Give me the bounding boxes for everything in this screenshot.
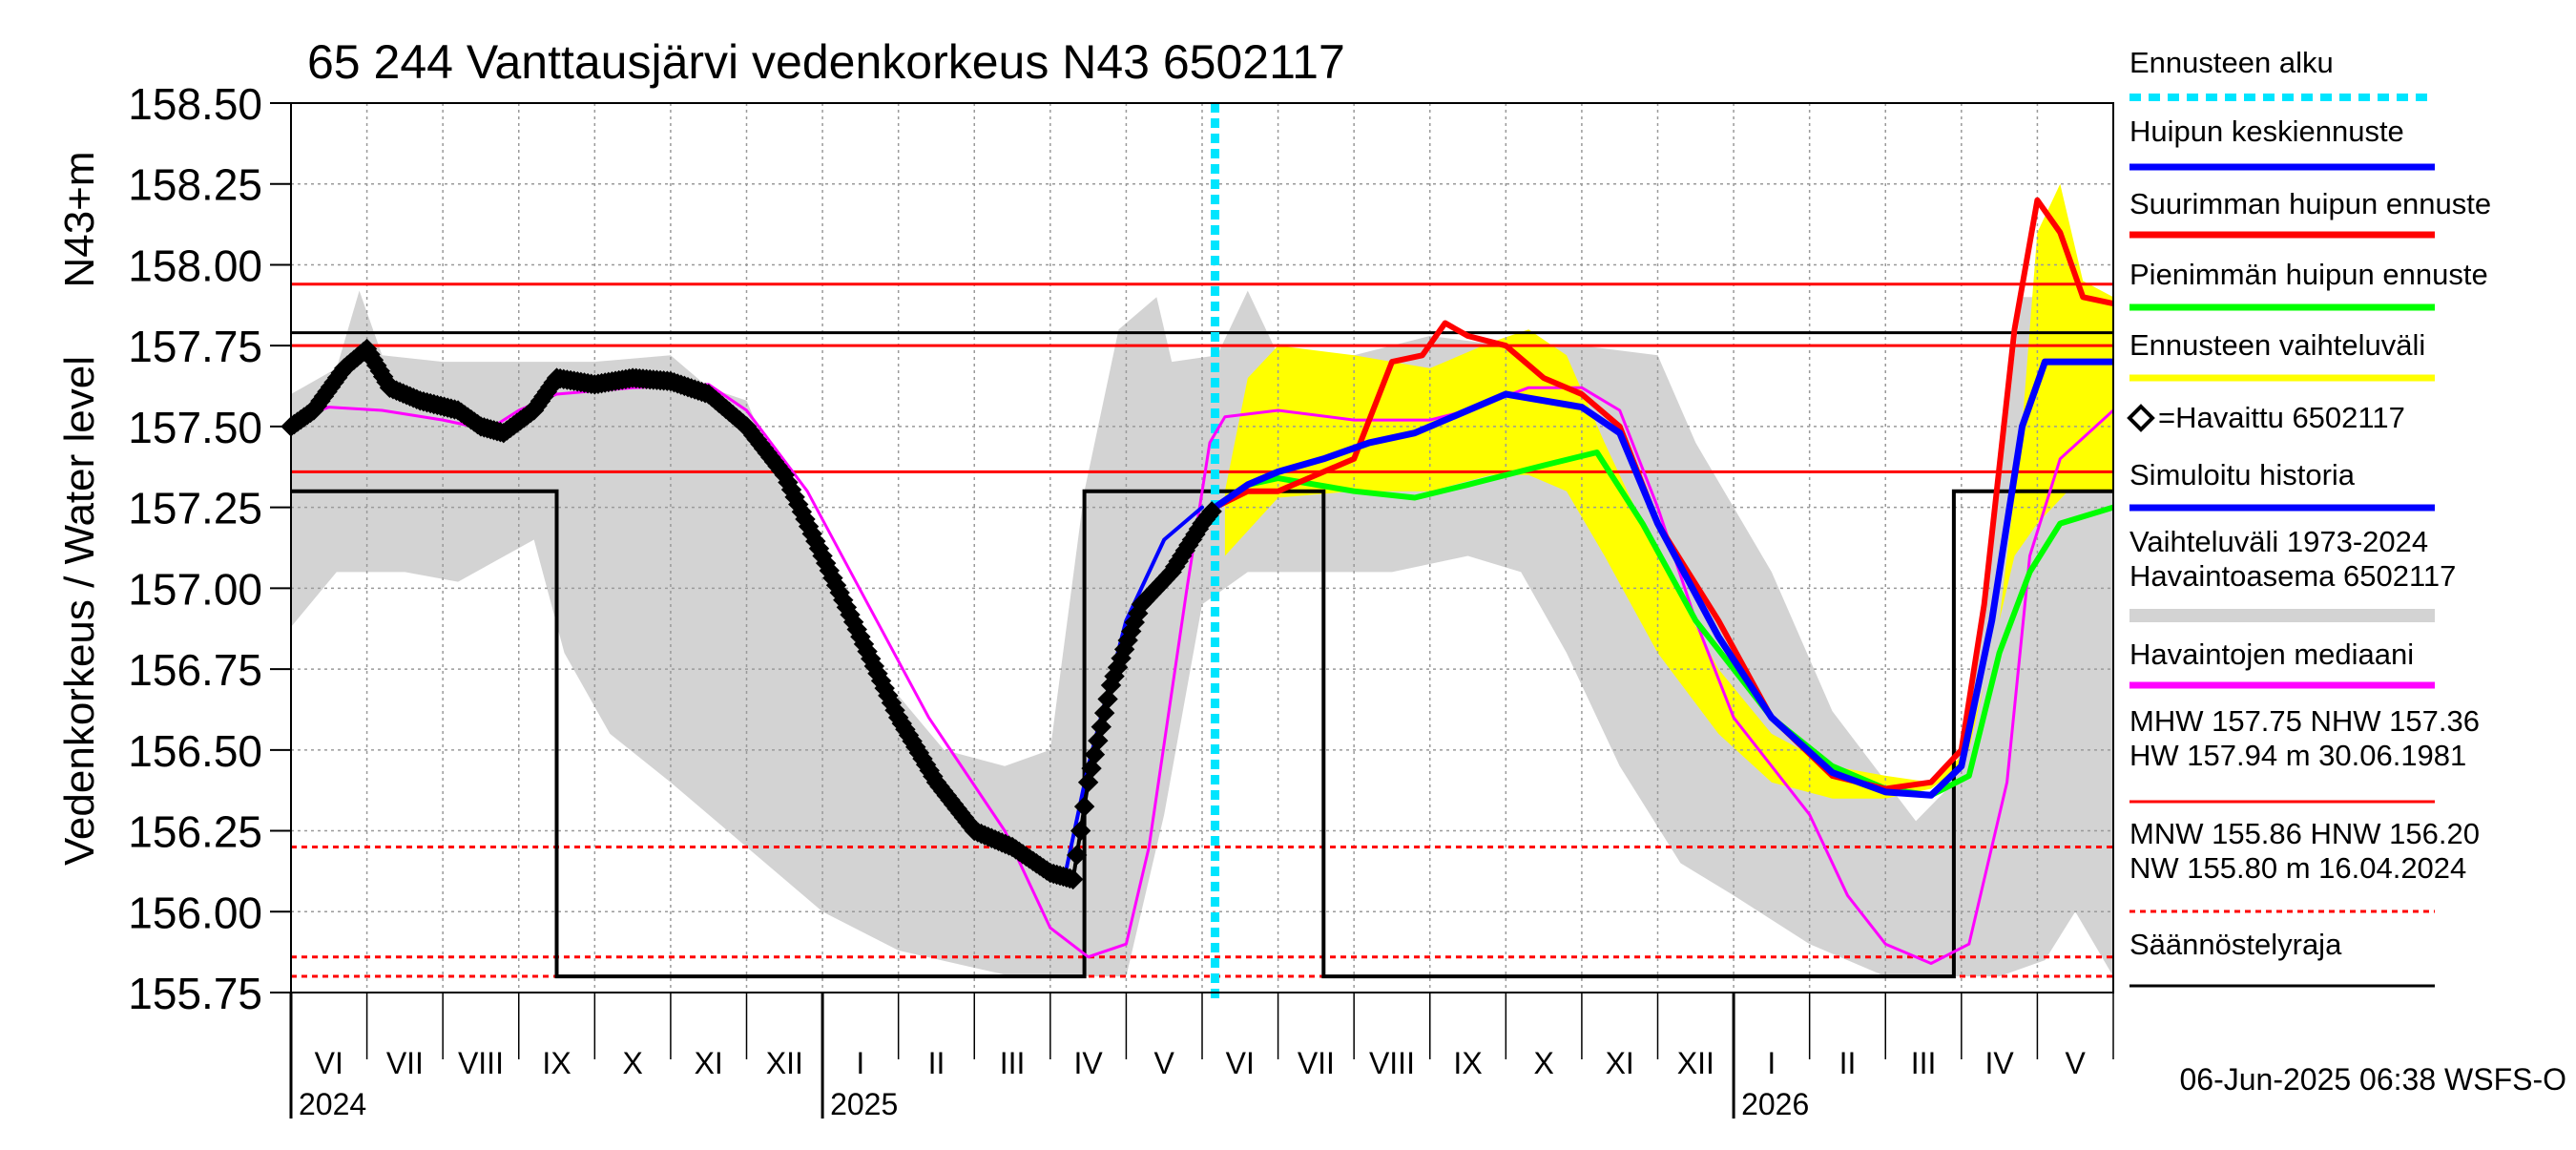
y-tick-label: 156.25 bbox=[128, 807, 262, 857]
observed-point-marker bbox=[1081, 758, 1102, 779]
legend-label-line2: NW 155.80 m 16.04.2024 bbox=[2129, 851, 2466, 885]
y-tick-label: 155.75 bbox=[128, 969, 262, 1018]
footer-timestamp: 06-Jun-2025 06:38 WSFS-O bbox=[2179, 1062, 2566, 1097]
legend-label: =Havaittu 6502117 bbox=[2158, 401, 2405, 434]
observed-point-marker bbox=[1097, 688, 1118, 710]
y-tick-label: 158.25 bbox=[128, 160, 262, 210]
y-tick-label: 158.50 bbox=[128, 79, 262, 129]
forecast-range-band bbox=[1224, 183, 2113, 799]
chart-title: 65 244 Vanttausjärvi vedenkorkeus N43 65… bbox=[307, 35, 1345, 89]
legend-marker-observed bbox=[2127, 404, 2155, 432]
observed-point-marker bbox=[1201, 501, 1222, 522]
x-month-label: V bbox=[1154, 1046, 1175, 1080]
legend-label: Huipun keskiennuste bbox=[2129, 115, 2404, 148]
legend-label: Pienimmän huipun ennuste bbox=[2129, 258, 2488, 291]
x-month-label: IX bbox=[542, 1046, 571, 1080]
x-month-label: VIII bbox=[458, 1046, 504, 1080]
x-month-label: XII bbox=[1677, 1046, 1714, 1080]
legend-label: Ennusteen vaihteluväli bbox=[2129, 328, 2425, 362]
observed-point-marker bbox=[1088, 730, 1109, 751]
observed-point-marker bbox=[1084, 743, 1106, 765]
observed-point-marker bbox=[1066, 845, 1088, 866]
x-month-label: XI bbox=[1606, 1046, 1634, 1080]
x-year-label: 2024 bbox=[299, 1087, 366, 1121]
observed-point-marker bbox=[1077, 772, 1099, 793]
y-tick-label: 157.50 bbox=[128, 403, 262, 452]
y-tick-label: 158.00 bbox=[128, 240, 262, 290]
x-month-label: III bbox=[1911, 1046, 1937, 1080]
x-month-label: VIII bbox=[1369, 1046, 1415, 1080]
x-year-label: 2025 bbox=[830, 1087, 898, 1121]
x-month-label: IV bbox=[1985, 1046, 2015, 1080]
legend-label-line2: HW 157.94 m 30.06.1981 bbox=[2129, 739, 2466, 772]
legend-label: Ennusteen alku bbox=[2129, 46, 2334, 79]
x-month-label: II bbox=[1839, 1046, 1857, 1080]
legend-label-line2: Havaintoasema 6502117 bbox=[2129, 559, 2456, 593]
legend-label: Vaihteluväli 1973-2024 bbox=[2129, 525, 2428, 558]
x-month-label: IV bbox=[1074, 1046, 1104, 1080]
legend-label: MHW 157.75 NHW 157.36 bbox=[2129, 704, 2480, 738]
y-tick-label: 156.00 bbox=[128, 888, 262, 937]
x-month-label: XII bbox=[766, 1046, 803, 1080]
y-axis-unit-label: N43+m bbox=[56, 151, 103, 287]
y-tick-label: 157.00 bbox=[128, 564, 262, 614]
x-month-label: VII bbox=[1298, 1046, 1335, 1080]
series-huipun-keskiennuste bbox=[1212, 358, 2113, 799]
observed-point-marker bbox=[1091, 716, 1111, 738]
x-month-label: X bbox=[622, 1046, 642, 1080]
y-tick-label: 157.75 bbox=[128, 322, 262, 371]
y-tick-label: 156.75 bbox=[128, 645, 262, 695]
x-month-label: VI bbox=[315, 1046, 343, 1080]
legend-label: Havaintojen mediaani bbox=[2129, 638, 2414, 671]
y-axis-label: Vedenkorkeus / Water level bbox=[56, 356, 103, 866]
observed-point-marker bbox=[1070, 820, 1091, 842]
legend-label: Simuloitu historia bbox=[2129, 458, 2356, 491]
x-month-label: XI bbox=[695, 1046, 723, 1080]
x-month-label: III bbox=[1000, 1046, 1026, 1080]
observed-point-marker bbox=[1073, 796, 1095, 817]
x-month-label: V bbox=[2066, 1046, 2087, 1080]
y-tick-label: 157.25 bbox=[128, 484, 262, 533]
observed-point-marker bbox=[1063, 868, 1084, 890]
x-month-label: II bbox=[928, 1046, 945, 1080]
regulation-limit-line bbox=[291, 489, 2113, 979]
x-year-label: 2026 bbox=[1741, 1087, 1809, 1121]
x-month-label: VI bbox=[1226, 1046, 1255, 1080]
series-pienimm-n-huipun-ennuste bbox=[1212, 450, 2113, 799]
x-month-label: I bbox=[1767, 1046, 1776, 1080]
legend-label: Säännöstelyraja bbox=[2129, 928, 2342, 961]
observed-point-marker bbox=[1093, 702, 1115, 723]
x-month-label: IX bbox=[1453, 1046, 1482, 1080]
x-month-label: X bbox=[1533, 1046, 1553, 1080]
x-month-label: VII bbox=[386, 1046, 424, 1080]
legend-label: MNW 155.86 HNW 156.20 bbox=[2129, 817, 2480, 850]
x-month-label: I bbox=[856, 1046, 864, 1080]
legend-label: Suurimman huipun ennuste bbox=[2129, 187, 2491, 220]
y-tick-label: 156.50 bbox=[128, 726, 262, 776]
